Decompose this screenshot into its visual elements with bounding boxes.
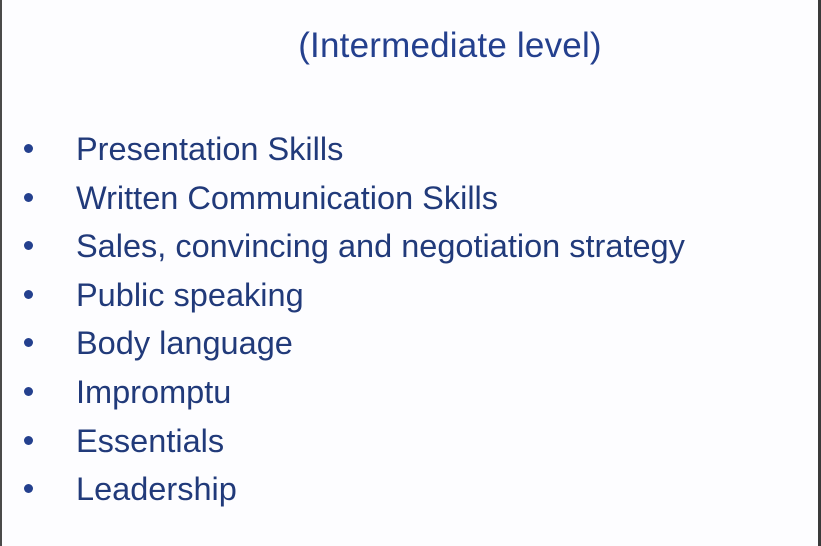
- bullet-icon: [24, 241, 33, 251]
- list-item: Presentation Skills: [2, 126, 818, 175]
- bullet-icon: [24, 289, 33, 299]
- list-item: Leadership: [2, 466, 818, 515]
- bullet-icon: [24, 338, 33, 348]
- list-item: Essentials: [2, 418, 818, 467]
- bullet-list: Presentation Skills Written Communicatio…: [2, 126, 818, 515]
- list-item-text: Body language: [76, 325, 293, 362]
- list-item-text: Sales, convincing and negotiation strate…: [76, 228, 685, 265]
- list-item-text: Public speaking: [76, 276, 304, 313]
- list-item: Sales, convincing and negotiation strate…: [2, 223, 818, 272]
- list-item: Written Communication Skills: [2, 175, 818, 224]
- bullet-icon: [24, 192, 33, 202]
- bullet-icon: [24, 435, 33, 445]
- list-item-text: Essentials: [76, 422, 225, 459]
- list-item-text: Presentation Skills: [76, 131, 344, 167]
- list-item: Impromptu: [2, 369, 818, 418]
- bullet-icon: [24, 386, 33, 396]
- list-item-text: Leadership: [76, 471, 237, 508]
- list-item: Body language: [2, 320, 818, 369]
- list-item-text: Impromptu: [76, 373, 232, 410]
- list-item: Public speaking: [2, 272, 818, 321]
- list-item-text: Written Communication Skills: [76, 179, 499, 216]
- bullet-icon: [24, 484, 33, 494]
- slide-title: (Intermediate level): [298, 26, 602, 65]
- bullet-icon: [24, 144, 33, 153]
